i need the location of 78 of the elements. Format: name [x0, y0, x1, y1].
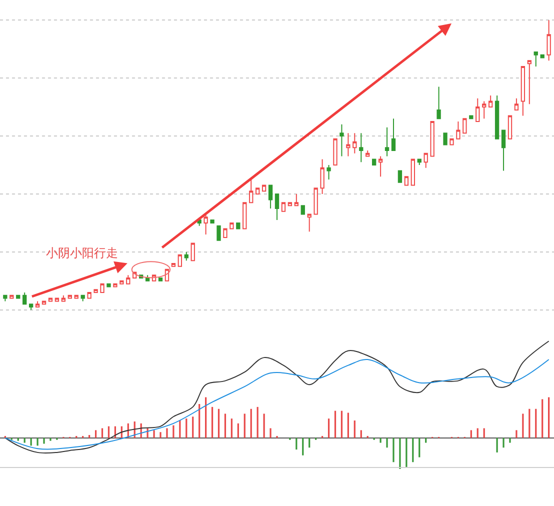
candlestick: [249, 178, 254, 204]
candlestick: [256, 188, 260, 194]
candlestick: [16, 294, 20, 299]
candlestick: [501, 130, 506, 172]
candlestick: [204, 214, 208, 236]
candlestick: [424, 152, 428, 168]
candlestick: [223, 228, 228, 238]
candlestick: [242, 202, 247, 230]
candlestick: [184, 251, 188, 262]
candlestick: [398, 170, 402, 183]
candlestick: [281, 202, 286, 212]
candlestick: [476, 98, 480, 122]
candlestick: [346, 132, 350, 157]
candlestick: [430, 121, 434, 157]
candlestick: [359, 132, 364, 163]
candlestick: [68, 294, 72, 299]
candlestick: [540, 54, 544, 58]
candlestick: [288, 202, 292, 206]
candlestick: [378, 156, 383, 178]
candlestick: [436, 86, 441, 120]
candlestick: [520, 66, 526, 116]
candlestick: [61, 294, 66, 302]
candlestick: [22, 292, 27, 305]
candlestick: [94, 289, 98, 294]
candlestick: [216, 225, 221, 241]
candlestick: [28, 304, 34, 310]
candlestick: [35, 300, 40, 308]
candlestick: [404, 176, 409, 186]
candlestick: [268, 184, 273, 209]
candlestick: [384, 126, 390, 157]
candlestick: [508, 115, 512, 140]
candlestick: [113, 283, 118, 288]
candlestick: [158, 278, 163, 282]
candlestick: [314, 188, 318, 215]
candlestick: [274, 193, 280, 221]
candlestick: [494, 94, 500, 140]
candlestick: [178, 254, 182, 267]
candlestick: [410, 158, 415, 186]
candlestick: [372, 158, 376, 166]
candlestick: [527, 60, 532, 105]
candlestick: [450, 138, 454, 146]
candlestick: [262, 184, 266, 192]
annotation: 小阴小阳行走: [46, 246, 118, 260]
candlestick: [74, 294, 78, 299]
candlestick: [366, 150, 370, 157]
candlestick: [456, 121, 460, 140]
candlestick: [488, 94, 493, 108]
candlestick: [307, 214, 312, 232]
candlestick: [300, 205, 305, 215]
candlestick: [469, 115, 474, 120]
candlestick: [320, 158, 324, 194]
candlestick: [352, 132, 357, 154]
candlestick: [100, 283, 104, 294]
candlestick: [534, 51, 538, 67]
candlestick: [120, 280, 124, 284]
candlestick: [340, 124, 344, 157]
candlestick: [482, 100, 486, 120]
candlestick: [236, 222, 240, 230]
candlestick: [333, 138, 338, 166]
candlestick: [230, 222, 234, 230]
candlestick: [514, 98, 519, 110]
candlestick: [10, 294, 14, 299]
candlestick: [546, 20, 551, 62]
candlestick: [106, 283, 111, 288]
candlestick: [417, 158, 422, 166]
candlestick: [391, 118, 396, 152]
candlestick: [294, 193, 298, 206]
candlestick: [326, 164, 331, 180]
candlestick: [80, 294, 85, 302]
candlestick: [462, 118, 467, 134]
candlestick: [190, 242, 195, 262]
candlestick: [171, 263, 176, 267]
candlestick: [126, 274, 130, 284]
candlestick: [210, 220, 214, 224]
candlestick: [42, 300, 46, 305]
candlestick: [443, 132, 448, 146]
candlestick: [3, 294, 8, 302]
candlestick: [87, 292, 92, 299]
